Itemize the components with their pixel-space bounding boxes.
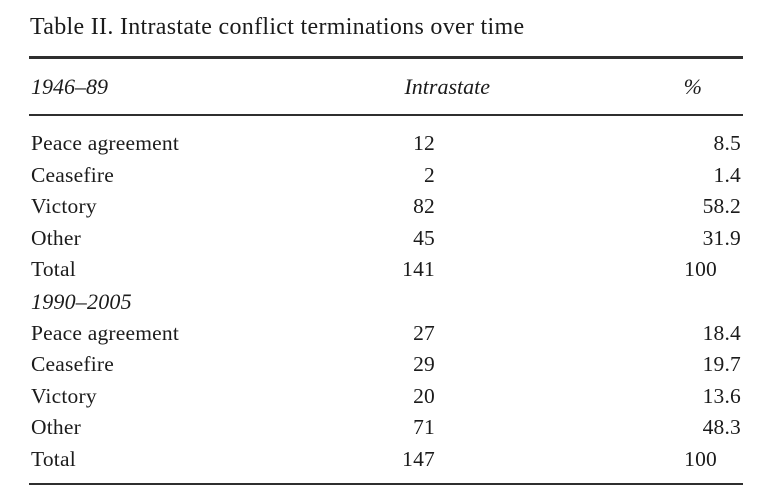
table-row: Ceasefire 29 19.7: [29, 349, 743, 381]
row-intrastate-value: 141: [402, 257, 435, 282]
row-percent-value: 18.4: [702, 320, 741, 345]
row-intrastate-value: 71: [413, 415, 435, 440]
row-label: Victory: [31, 383, 97, 408]
table-row: Victory 20 13.6: [29, 381, 743, 413]
row-percent-value: 19.7: [702, 352, 741, 377]
row-intrastate-value: 12: [413, 131, 435, 155]
table-header-row: 1946–89 Intrastate %: [29, 59, 743, 114]
header-rule: [29, 113, 743, 116]
table-row: Other 45 31.9: [29, 223, 743, 255]
row-percent-value: 1.4: [713, 162, 741, 187]
row-label: Victory: [31, 194, 97, 219]
row-intrastate-value: 82: [413, 194, 435, 219]
table-row-total: Total 141 100: [29, 254, 743, 286]
row-intrastate-value: 20: [413, 383, 435, 408]
table-body: Peace agreement 12 8.5 Ceasefire 2 1.4 V…: [29, 116, 743, 476]
row-intrastate-value: [231, 286, 435, 318]
row-percent-value: 58.2: [702, 194, 741, 219]
table-caption: Table II. Intrastate conflict terminatio…: [30, 14, 525, 40]
row-percent-value: 8.5: [713, 131, 741, 155]
row-intrastate-value: 29: [413, 352, 435, 377]
column-header-intrastate: Intrastate: [404, 73, 490, 99]
table-row: Peace agreement 12 8.5: [29, 128, 743, 160]
row-percent-value: 13.6: [702, 383, 741, 408]
row-label: Peace agreement: [31, 320, 180, 345]
top-rule: [29, 56, 743, 59]
row-intrastate-value: 27: [413, 320, 435, 345]
row-percent-value: 100: [684, 446, 717, 471]
row-intrastate-value: 2: [424, 162, 435, 187]
table-container: Table II. Intrastate conflict terminatio…: [29, 13, 743, 486]
row-label: Peace agreement: [31, 131, 180, 155]
table-row: Victory 82 58.2: [29, 191, 743, 223]
table-row: Peace agreement 27 18.4: [29, 318, 743, 350]
row-label: Total: [31, 446, 76, 471]
row-label: Ceasefire: [31, 352, 114, 377]
bottom-rule: [29, 482, 743, 486]
row-label: Ceasefire: [31, 162, 114, 187]
table-row-total: Total 147 100: [29, 444, 743, 476]
table-row: Other 71 48.3: [29, 412, 743, 444]
row-label: Other: [31, 415, 81, 440]
row-intrastate-value: 45: [413, 225, 435, 250]
period-label: 1990–2005: [31, 288, 132, 314]
table-row-period: 1990–2005: [29, 286, 743, 318]
table-row: Ceasefire 2 1.4: [29, 160, 743, 192]
row-intrastate-value: 147: [402, 446, 435, 471]
column-header-period: 1946–89: [31, 73, 108, 99]
row-label: Other: [31, 225, 81, 250]
column-header-percent: %: [683, 73, 702, 99]
row-label: Total: [31, 257, 76, 282]
row-percent-value: 31.9: [702, 225, 741, 250]
row-percent-value: 100: [684, 257, 717, 282]
row-percent-value: [435, 286, 743, 318]
row-percent-value: 48.3: [702, 415, 741, 440]
